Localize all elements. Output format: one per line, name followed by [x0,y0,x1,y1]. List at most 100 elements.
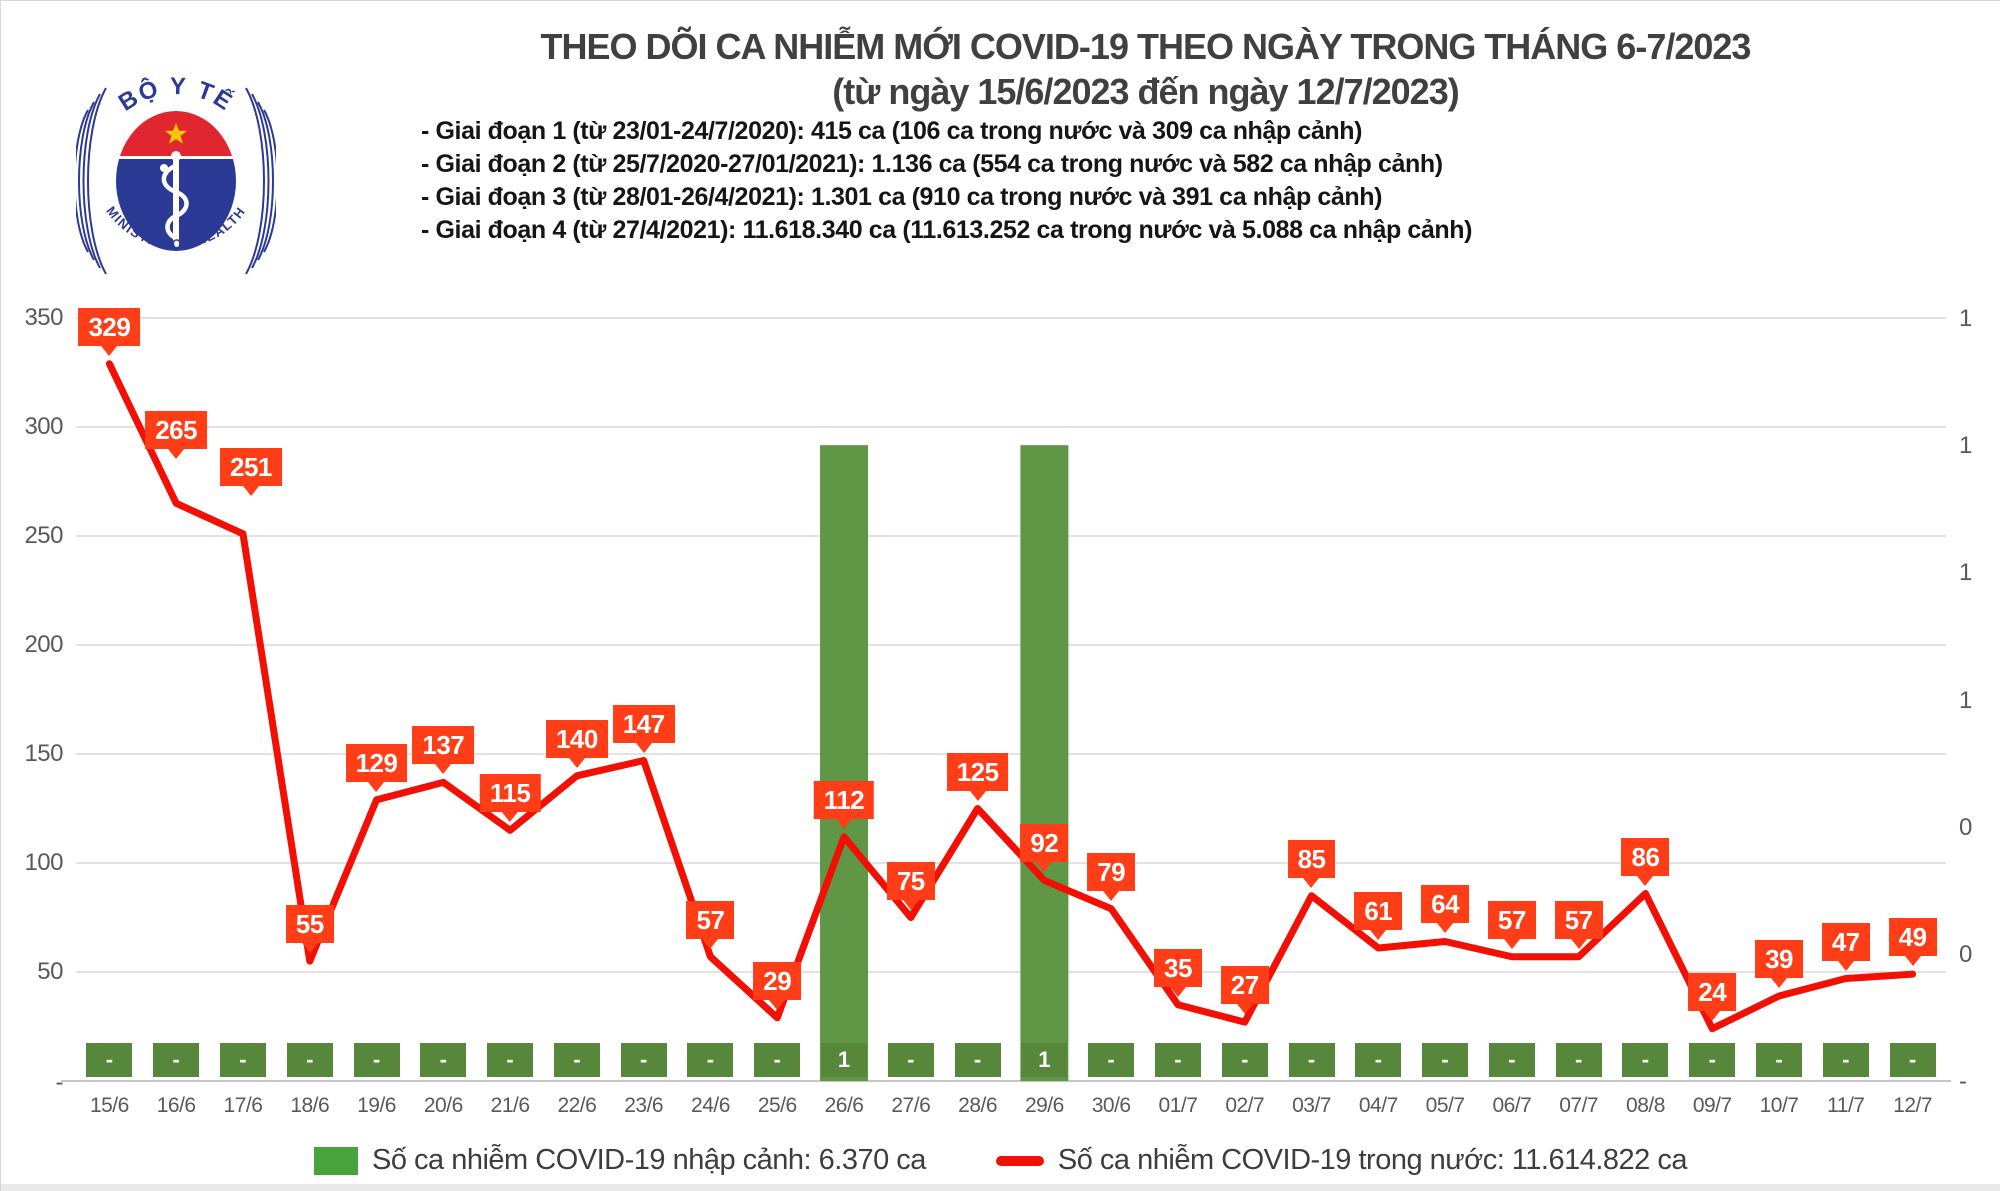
imported-count-badge: - [620,1043,667,1077]
phase-summary: - Giai đoạn 1 (từ 23/01-24/7/2020): 415 … [421,115,1472,247]
legend-item-domestic: Số ca nhiễm COVID-19 trong nước: 11.614.… [995,1144,1688,1177]
imported-count-badge: - [553,1043,600,1077]
left-axis-tick: 150 [24,740,63,767]
chart-subtitle: (từ ngày 15/6/2023 đến ngày 12/7/2023) [832,71,1459,112]
left-axis-zero: - [55,1069,64,1096]
legend-item-imported-label: Số ca nhiễm COVID-19 nhập cảnh: 6.370 ca [372,1144,926,1176]
case-count-label: 147 [612,704,675,753]
date-label: 28/6 [958,1094,998,1117]
right-axis-tick: - [1959,1068,1967,1095]
case-count-label: 125 [946,752,1009,801]
date-label: 15/6 [89,1094,129,1117]
case-count-label: 129 [345,743,408,792]
date-label: 20/6 [423,1094,463,1117]
left-axis-tick: 200 [24,631,63,658]
case-count-label: 47 [1821,922,1870,971]
imported-count-badge: - [153,1043,200,1077]
imported-count-badge: - [1154,1043,1201,1077]
date-label: 30/6 [1091,1094,1131,1117]
imported-count-badge: - [887,1043,934,1077]
moh-logo: BỘ Y TẾ MINISTRY OF HEALTH [76,73,276,275]
phase-summary-line-2: - Giai đoạn 2 (từ 25/7/2020-27/01/2021):… [421,150,1443,178]
right-axis-tick: 0 [1959,940,1972,968]
imported-count-badge: - [1088,1043,1135,1077]
date-label: 12/7 [1893,1094,1933,1117]
imported-count-badge: 1 [1021,1043,1068,1077]
legend-bar-swatch [314,1146,358,1175]
case-count-label: 61 [1354,892,1403,941]
case-count-label: 112 [813,780,875,829]
date-label: 29/6 [1024,1094,1064,1117]
case-count-label: 24 [1688,972,1737,1021]
right-axis-tick: 1 [1959,432,1972,460]
imported-count-badge: - [420,1043,467,1077]
imported-count-badge: - [1689,1043,1736,1077]
imported-count-badge: - [687,1043,734,1077]
imported-count-badge: - [1622,1043,1669,1077]
imported-count-badge: - [754,1043,801,1077]
date-label: 21/6 [490,1094,530,1117]
case-count-label: 49 [1888,918,1937,967]
left-axis-tick: 350 [24,304,63,331]
imported-count-badge: - [286,1043,333,1077]
phase-summary-line-1: - Giai đoạn 1 (từ 23/01-24/7/2020): 415 … [421,117,1363,145]
case-count-label: 57 [686,900,735,949]
imported-count-badge: - [1822,1043,1869,1077]
legend-item-domestic-label: Số ca nhiễm COVID-19 trong nước: 11.614.… [1057,1144,1688,1176]
phase-summary-line-3: - Giai đoạn 3 (từ 28/01-26/4/2021): 1.30… [421,183,1383,211]
date-label: 10/7 [1759,1094,1799,1117]
date-label: 07/7 [1559,1094,1599,1117]
right-axis-tick: 0 [1959,813,1972,841]
imported-count-badge: - [1555,1043,1602,1077]
imported-count-badge: 1 [821,1043,868,1077]
date-label: 26/6 [824,1094,864,1117]
legend-line-swatch [995,1155,1044,1166]
case-count-label: 140 [545,719,608,768]
bottom-edge [1,1184,2000,1191]
case-count-label: 64 [1421,885,1470,934]
date-label: 24/6 [691,1094,730,1117]
imported-count-badge: - [353,1043,400,1077]
imported-count-badge: - [1288,1043,1335,1077]
date-label: 01/7 [1158,1094,1198,1117]
case-count-label: 137 [412,726,475,775]
case-count-label: 57 [1487,900,1536,949]
imported-count-badge: - [86,1043,133,1077]
case-count-label: 329 [78,307,141,356]
imported-count-badge: - [954,1043,1001,1077]
phase-summary-line-4: - Giai đoạn 4 (từ 27/4/2021): 11.618.340… [421,216,1473,244]
imported-bar [820,445,869,1082]
imported-count-badge: - [1488,1043,1535,1077]
date-label: 25/6 [757,1094,797,1117]
case-count-label: 57 [1554,900,1603,949]
case-count-label: 251 [220,447,282,496]
date-label: 18/6 [290,1094,330,1117]
imported-count-badge: - [1221,1043,1268,1077]
date-label: 27/6 [891,1094,931,1117]
imported-count-badge: - [1355,1043,1402,1077]
case-count-label: 27 [1220,966,1269,1015]
right-axis-tick: 1 [1959,305,1972,332]
date-label: 23/6 [624,1094,664,1117]
case-count-label: 35 [1153,948,1202,997]
date-label: 06/7 [1492,1094,1532,1117]
case-count-label: 115 [479,774,541,823]
date-label: 08/8 [1626,1094,1665,1117]
case-count-label: 55 [285,905,334,954]
chart-header: THEO DÕI CA NHIỄM MỚI COVID-19 THEO NGÀY… [301,25,1990,115]
right-axis-tick: 1 [1959,559,1972,587]
left-axis-tick: 300 [24,413,63,440]
case-count-label: 85 [1287,839,1336,888]
date-label: 17/6 [223,1094,263,1117]
case-count-label: 79 [1087,852,1136,901]
imported-bar [1020,445,1069,1082]
left-axis-tick: 250 [24,522,63,549]
imported-count-badge: - [1422,1043,1469,1077]
date-label: 02/7 [1225,1094,1265,1117]
case-count-label: 39 [1755,939,1803,988]
date-label: 16/6 [156,1094,196,1117]
case-count-label: 265 [145,411,208,460]
